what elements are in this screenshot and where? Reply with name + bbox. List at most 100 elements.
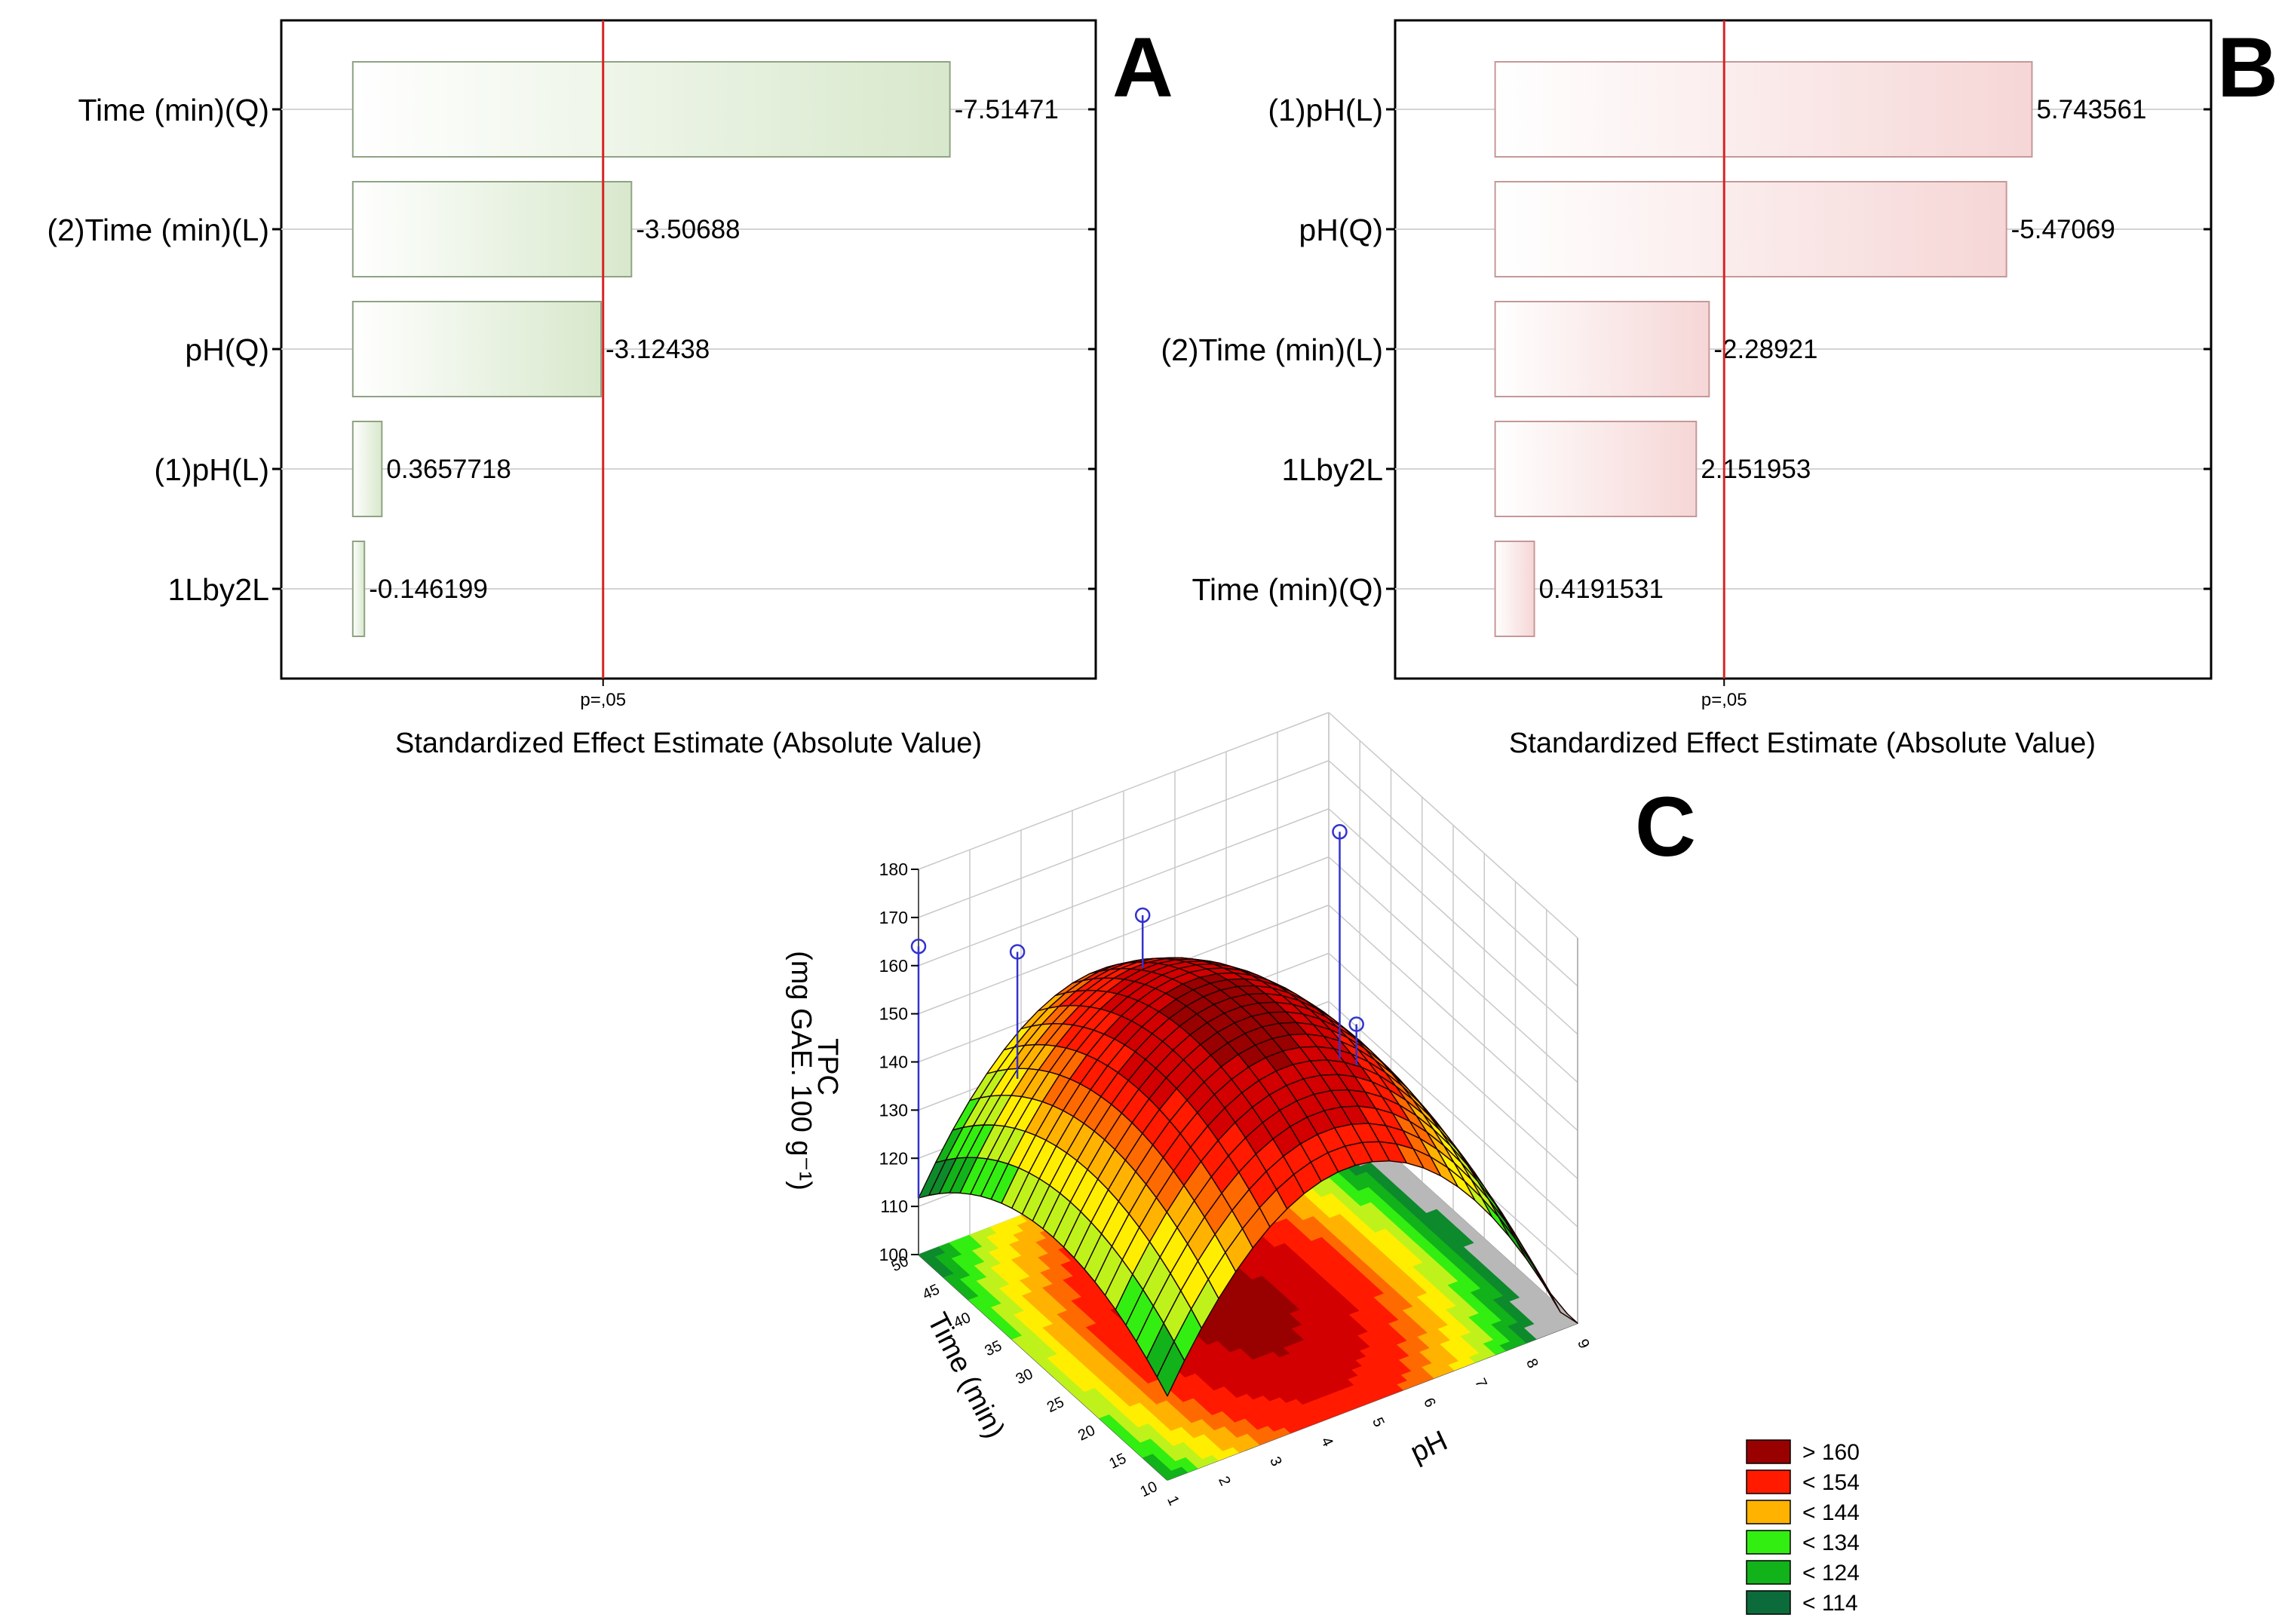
panel-b-category-label: pH(Q): [1299, 213, 1383, 247]
panel-a-letter: A: [1112, 20, 1173, 115]
panel-b-value-label: -2.28921: [1713, 335, 1817, 364]
panel-c-surface-cell: [1549, 1292, 1578, 1324]
panel-c-x-tick-label: 7: [1471, 1376, 1490, 1390]
panel-c-back-wall-grid: [918, 808, 1330, 967]
panel-c-z-tick-label: 150: [879, 1004, 908, 1024]
legend-label: < 124: [1802, 1561, 1860, 1586]
panel-a-bar: [351, 61, 951, 158]
panel-c-z-tick-label: 100: [879, 1245, 908, 1264]
panel-c-x-tick-label: 1: [1164, 1494, 1182, 1508]
panel-a-critical-label: p=,05: [580, 690, 626, 710]
panel-b-category-label: (1)pH(L): [1268, 93, 1383, 127]
panel-c-x-tick-label: 8: [1523, 1356, 1541, 1371]
panel-a-category-label: Time (min)(Q): [78, 93, 269, 127]
panel-b-x-axis-title: Standardized Effect Estimate (Absolute V…: [1509, 728, 2096, 759]
panel-b-value-label: 5.743561: [2036, 95, 2146, 124]
panel-c-y-tick-label: 25: [1044, 1394, 1066, 1416]
panel-a-category-label: pH(Q): [185, 332, 269, 367]
legend-swatch: [1746, 1560, 1791, 1585]
panel-c-z-tick-label: 180: [879, 859, 908, 879]
panel-c-legend: > 160 < 154 < 144 < 134 < 124 < 114: [1746, 1439, 1860, 1616]
panel-c-side-wall-grid: [1328, 712, 1578, 939]
panel-b-critical-label: p=,05: [1701, 690, 1747, 710]
panel-a-value-label: -0.146199: [369, 575, 488, 604]
panel-c-data-point: [1009, 944, 1026, 960]
panel-b-value-label: 2.151953: [1701, 455, 1811, 484]
panel-b-value-label: -5.47069: [2011, 215, 2115, 244]
panel-c-x-axis-title: pH: [1406, 1425, 1452, 1469]
panel-b-value-label: 0.4191531: [1539, 575, 1664, 604]
panel-a-value-label: -3.50688: [636, 215, 740, 244]
panel-c-response-surface: C 10011012013014015016017018012345678910…: [785, 712, 1696, 1508]
panel-b-bar: [1494, 181, 2007, 277]
panel-c-y-tick-label: 30: [1014, 1365, 1035, 1387]
panel-c-data-points: [910, 823, 1364, 1198]
panel-c-data-point: [1332, 823, 1348, 840]
panel-a-bars: -7.51471 Time (min)(Q) -3.50688 (2)Time (mi…: [47, 61, 1096, 686]
panel-c-side-wall-grid: [1328, 952, 1578, 1179]
panel-c-z-tick-label: 130: [879, 1100, 908, 1120]
legend-swatch: [1746, 1590, 1791, 1615]
panel-c-x-tick-label: 4: [1317, 1435, 1336, 1449]
legend-label: < 114: [1802, 1591, 1858, 1616]
panel-b-category-label: Time (min)(Q): [1192, 572, 1383, 607]
panel-b-category-label: (2)Time (min)(L): [1161, 332, 1383, 367]
panel-a-value-label: -7.51471: [955, 95, 1059, 124]
panel-a-bar: [351, 301, 603, 397]
panel-c-side-wall-grid: [1328, 904, 1578, 1132]
panel-c-side-wall-grid: [1328, 760, 1578, 987]
panel-a-x-axis-title: Standardized Effect Estimate (Absolute V…: [395, 728, 982, 759]
panel-a-bar: [351, 181, 633, 277]
panel-c-side-wall-grid: [1328, 1000, 1578, 1227]
panel-c-z-tick-label: 140: [879, 1053, 908, 1072]
panel-c-x-tick-label: 6: [1420, 1396, 1439, 1410]
panel-c-y-tick-label: 20: [1075, 1422, 1097, 1444]
panel-b-pareto-chart: 5.743561 (1)pH(L) -5.47069 pH(Q) -2.28921 (2)…: [1161, 19, 2278, 759]
panel-a-pareto-chart: -7.51471 Time (min)(Q) -3.50688 (2)Time (mi…: [47, 19, 1173, 759]
panel-c-z-axis-title-line2: (mg GAE. 100 g⁻¹): [785, 951, 817, 1190]
panel-b-letter: B: [2217, 20, 2278, 115]
panel-c-y-tick-label: 10: [1138, 1478, 1160, 1500]
panel-c-back-wall-grid: [918, 760, 1330, 918]
panel-c-back-wall-grid: [918, 856, 1330, 1015]
panel-c-z-axis-title-line1: TPC: [811, 1038, 843, 1095]
panel-c-back-wall-grid: [918, 712, 1330, 870]
panel-a-value-label: 0.3657718: [386, 455, 511, 484]
panel-a-category-label: (2)Time (min)(L): [47, 213, 269, 247]
panel-c-data-point: [1348, 1016, 1364, 1032]
legend-label: > 160: [1802, 1440, 1860, 1465]
panel-a-category-label: 1Lby2L: [167, 572, 269, 607]
legend-label: < 144: [1802, 1500, 1860, 1525]
legend-swatch: [1746, 1469, 1791, 1494]
panel-b-category-label: 1Lby2L: [1281, 452, 1383, 487]
panel-c-z-tick-label: 110: [880, 1197, 908, 1216]
legend-swatch: [1746, 1500, 1791, 1524]
panel-c-y-axis-title: Time (min): [921, 1308, 1011, 1444]
panel-c-surface-mesh: [918, 957, 1578, 1397]
panel-b-bars: 5.743561 (1)pH(L) -5.47069 pH(Q) -2.28921 (2)…: [1161, 61, 2211, 686]
panel-c-z-tick-label: 160: [879, 956, 908, 976]
panel-c-side-wall-grid: [1328, 856, 1578, 1083]
panel-a-bar: [351, 421, 383, 517]
panel-a-category-label: (1)pH(L): [154, 452, 269, 487]
panel-c-y-tick-label: 15: [1106, 1451, 1128, 1472]
panel-b-bar: [1494, 421, 1698, 517]
panel-a-value-label: -3.12438: [606, 335, 710, 364]
panel-b-bar: [1494, 541, 1535, 637]
panel-a-bar: [351, 541, 366, 637]
panel-c-z-tick-label: 170: [879, 908, 908, 927]
legend-label: < 134: [1802, 1531, 1860, 1555]
panel-c-x-tick-label: 9: [1574, 1337, 1593, 1351]
legend-swatch: [1746, 1439, 1791, 1464]
panel-c-x-tick-label: 2: [1215, 1474, 1234, 1488]
panel-b-bar: [1494, 61, 2033, 158]
panel-c-data-point: [1134, 907, 1151, 924]
panel-c-x-tick-label: 3: [1266, 1454, 1285, 1469]
legend-label: < 154: [1802, 1470, 1860, 1495]
panel-c-y-tick-label: 35: [982, 1338, 1004, 1359]
panel-c-side-wall-grid: [1328, 808, 1578, 1035]
panel-c-surface-cell: [1498, 1216, 1527, 1260]
legend-swatch: [1746, 1530, 1791, 1555]
panel-c-letter: C: [1635, 780, 1696, 874]
